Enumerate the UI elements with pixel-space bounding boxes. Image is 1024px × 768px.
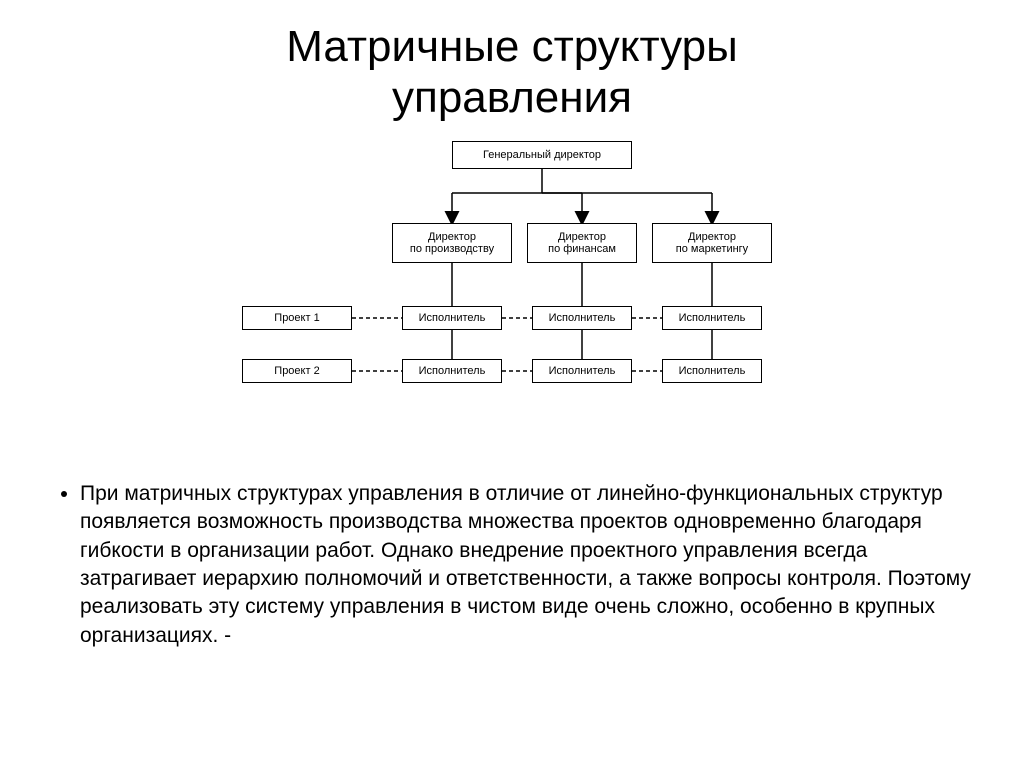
node-proj1: Проект 1 bbox=[242, 306, 352, 330]
title-line-1: Матричные структуры bbox=[286, 22, 738, 71]
node-e13: Исполнитель bbox=[662, 306, 762, 330]
node-e22: Исполнитель bbox=[532, 359, 632, 383]
bullet-text: При матричных структурах управления в от… bbox=[80, 480, 976, 650]
node-ceo: Генеральный директор bbox=[452, 141, 632, 169]
node-e23: Исполнитель bbox=[662, 359, 762, 383]
node-e11: Исполнитель bbox=[402, 306, 502, 330]
node-e12: Исполнитель bbox=[532, 306, 632, 330]
node-dir_prod: Директорпо производству bbox=[392, 223, 512, 263]
node-proj2: Проект 2 bbox=[242, 359, 352, 383]
node-e21: Исполнитель bbox=[402, 359, 502, 383]
node-dir_mkt: Директорпо маркетингу bbox=[652, 223, 772, 263]
bullet-section: При матричных структурах управления в от… bbox=[56, 480, 976, 650]
slide-title: Матричные структуры управления bbox=[0, 0, 1024, 123]
node-dir_fin: Директорпо финансам bbox=[527, 223, 637, 263]
title-line-2: управления bbox=[392, 73, 632, 122]
diagram-connectors bbox=[202, 141, 822, 431]
org-chart-diagram: Генеральный директор Директорпо производс… bbox=[202, 141, 822, 431]
